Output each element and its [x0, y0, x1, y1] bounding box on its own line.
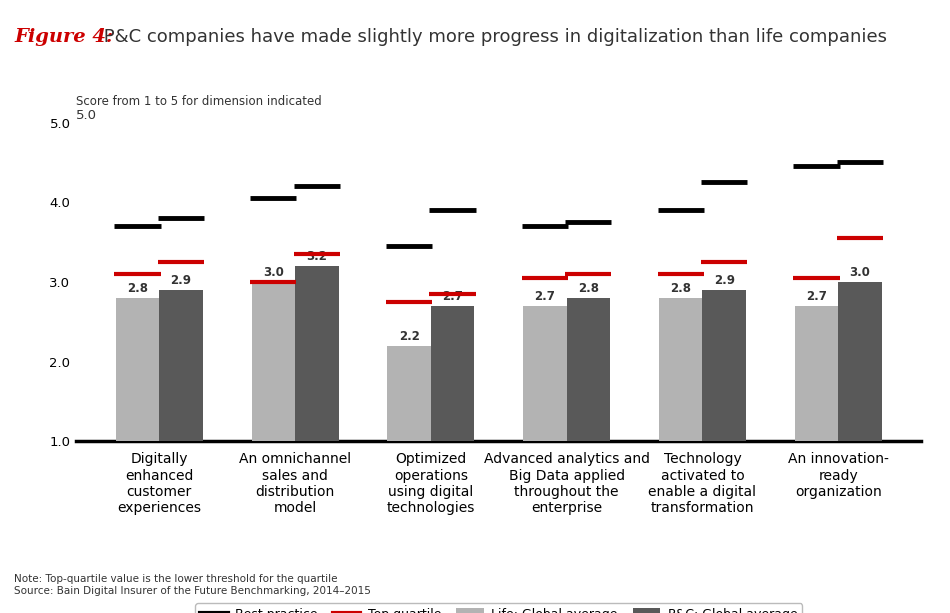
Bar [702, 290, 746, 441]
Text: Figure 4:: Figure 4: [14, 28, 113, 45]
Bar [523, 306, 566, 441]
Text: 2.7: 2.7 [807, 290, 826, 303]
Bar [659, 298, 702, 441]
Text: 2.8: 2.8 [127, 282, 148, 295]
Text: 3.0: 3.0 [263, 266, 284, 279]
Legend: Best practice, Top quartile, Life: Global average, P&C: Global average: Best practice, Top quartile, Life: Globa… [195, 603, 803, 613]
Text: 2.8: 2.8 [578, 282, 598, 295]
Bar [116, 298, 160, 441]
Bar [566, 298, 610, 441]
Text: 5.0: 5.0 [76, 109, 97, 122]
Text: 3.2: 3.2 [306, 250, 327, 263]
Text: Note: Top-quartile value is the lower threshold for the quartile: Note: Top-quartile value is the lower th… [14, 574, 338, 584]
Text: Score from 1 to 5 for dimension indicated: Score from 1 to 5 for dimension indicate… [76, 95, 322, 108]
Bar [252, 282, 295, 441]
Text: 2.2: 2.2 [399, 330, 420, 343]
Bar [795, 306, 838, 441]
Text: 3.0: 3.0 [849, 266, 870, 279]
Bar [295, 266, 338, 441]
Bar [838, 282, 882, 441]
Text: 2.8: 2.8 [670, 282, 692, 295]
Bar [160, 290, 202, 441]
Bar [388, 346, 431, 441]
Bar [431, 306, 474, 441]
Text: 2.9: 2.9 [713, 274, 734, 287]
Text: 2.7: 2.7 [442, 290, 463, 303]
Text: Source: Bain Digital Insurer of the Future Benchmarking, 2014–2015: Source: Bain Digital Insurer of the Futu… [14, 586, 371, 596]
Text: 2.7: 2.7 [535, 290, 556, 303]
Text: P&C companies have made slightly more progress in digitalization than life compa: P&C companies have made slightly more pr… [98, 28, 887, 45]
Text: 2.9: 2.9 [170, 274, 192, 287]
